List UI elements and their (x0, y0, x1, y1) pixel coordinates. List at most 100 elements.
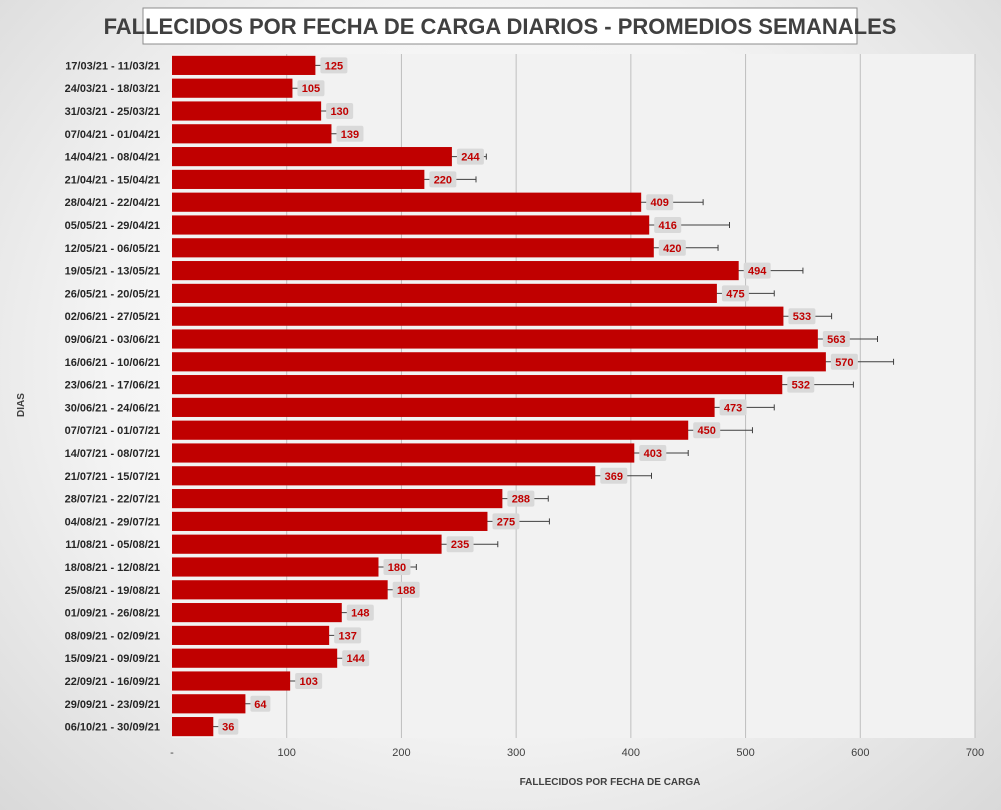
bar (172, 717, 214, 737)
svg-text:144: 144 (347, 653, 366, 665)
bar (172, 694, 246, 714)
category-label: 29/09/21 - 23/09/21 (65, 699, 160, 711)
svg-text:130: 130 (330, 106, 348, 118)
data-label: 475 (721, 285, 749, 302)
svg-text:533: 533 (793, 311, 811, 323)
svg-text:532: 532 (792, 380, 810, 392)
bar (172, 420, 689, 440)
bar (172, 147, 452, 167)
bar (172, 55, 316, 75)
category-label: 11/08/21 - 05/08/21 (65, 539, 160, 551)
svg-text:494: 494 (748, 266, 767, 278)
bar (172, 261, 739, 281)
x-tick-label: 500 (736, 747, 754, 759)
svg-text:288: 288 (512, 494, 530, 506)
data-label: 288 (507, 490, 535, 507)
bar (172, 511, 488, 531)
category-label: 12/05/21 - 06/05/21 (65, 243, 160, 255)
category-label: 02/06/21 - 27/05/21 (65, 311, 160, 323)
category-label: 07/04/21 - 01/04/21 (65, 129, 160, 141)
data-label: 188 (392, 581, 420, 598)
bar (172, 352, 826, 372)
data-label: 244 (456, 148, 484, 165)
x-tick-label: 400 (622, 747, 640, 759)
bar (172, 534, 442, 554)
category-label: 31/03/21 - 25/03/21 (65, 106, 160, 118)
data-labels: 125 105 130 139 244 220 409 416 420 494 475 533 563 5… (218, 57, 858, 735)
category-label: 30/06/21 - 24/06/21 (65, 402, 160, 414)
data-label: 533 (788, 308, 816, 325)
plot-area (172, 54, 975, 738)
category-label: 04/08/21 - 29/07/21 (65, 516, 160, 528)
grid-lines (286, 54, 976, 738)
data-label: 420 (658, 239, 686, 256)
category-label: 18/08/21 - 12/08/21 (65, 562, 160, 574)
svg-text:105: 105 (302, 83, 320, 95)
category-label: 14/07/21 - 08/07/21 (65, 448, 160, 460)
category-label: 14/04/21 - 08/04/21 (65, 152, 160, 164)
data-label: 473 (719, 399, 747, 416)
category-label: 28/07/21 - 22/07/21 (65, 494, 160, 506)
x-tick-label: 700 (966, 747, 984, 759)
data-label: 125 (320, 57, 348, 74)
category-label: 21/07/21 - 15/07/21 (65, 471, 160, 483)
bar (172, 375, 783, 395)
category-label: 16/06/21 - 10/06/21 (65, 357, 160, 369)
svg-text:416: 416 (659, 220, 677, 232)
svg-text:473: 473 (724, 402, 742, 414)
data-label: 494 (743, 262, 771, 279)
x-tick-label: 600 (851, 747, 869, 759)
bar (172, 580, 388, 600)
svg-text:369: 369 (605, 471, 623, 483)
svg-text:64: 64 (254, 699, 267, 711)
data-label: 144 (342, 650, 370, 667)
category-label: 15/09/21 - 09/09/21 (65, 653, 160, 665)
data-label: 563 (822, 331, 850, 347)
category-label: 06/10/21 - 30/09/21 (65, 722, 160, 734)
bar (172, 557, 379, 577)
data-label: 570 (830, 353, 858, 370)
data-label: 532 (787, 376, 815, 393)
category-label: 19/05/21 - 13/05/21 (65, 266, 160, 278)
chart-title-box (142, 7, 858, 45)
bar (172, 671, 291, 691)
bar (172, 78, 293, 98)
data-label: 275 (492, 513, 520, 530)
data-label: 403 (639, 445, 667, 461)
x-tick-labels: - 100 200 300 400 500 600 700 (170, 747, 984, 759)
svg-text:125: 125 (325, 60, 343, 72)
svg-text:137: 137 (338, 630, 356, 642)
bar (172, 169, 425, 189)
chart-title: FALLECIDOS POR FECHA DE CARGA DIARIOS - … (104, 14, 897, 39)
bar (172, 283, 717, 303)
data-label: 235 (446, 536, 474, 553)
y-axis-title: DIAS (16, 393, 27, 417)
data-label: 409 (646, 194, 674, 211)
svg-text:148: 148 (351, 608, 369, 620)
svg-text:188: 188 (397, 585, 415, 597)
category-label: 24/03/21 - 18/03/21 (65, 83, 160, 95)
svg-text:420: 420 (663, 243, 681, 255)
svg-text:450: 450 (698, 425, 716, 437)
category-label: 01/09/21 - 26/08/21 (65, 608, 160, 620)
bar (172, 466, 596, 486)
svg-text:475: 475 (726, 288, 744, 300)
bars (172, 55, 826, 737)
svg-text:220: 220 (434, 174, 452, 186)
category-label: 17/03/21 - 11/03/21 (65, 60, 160, 72)
category-label: 21/04/21 - 15/04/21 (65, 174, 160, 186)
category-labels: 17/03/21 - 11/03/21 24/03/21 - 18/03/21 31… (65, 60, 160, 733)
data-label: 450 (693, 422, 721, 439)
svg-text:103: 103 (299, 676, 317, 688)
data-label: 416 (654, 217, 682, 233)
data-label: 369 (600, 467, 628, 484)
bar (172, 238, 654, 258)
category-label: 23/06/21 - 17/06/21 (65, 380, 160, 392)
data-label: 137 (334, 627, 362, 644)
bar (172, 329, 818, 349)
data-label: 148 (346, 604, 374, 621)
bar (172, 397, 715, 417)
svg-text:36: 36 (222, 722, 234, 734)
svg-text:235: 235 (451, 539, 469, 551)
